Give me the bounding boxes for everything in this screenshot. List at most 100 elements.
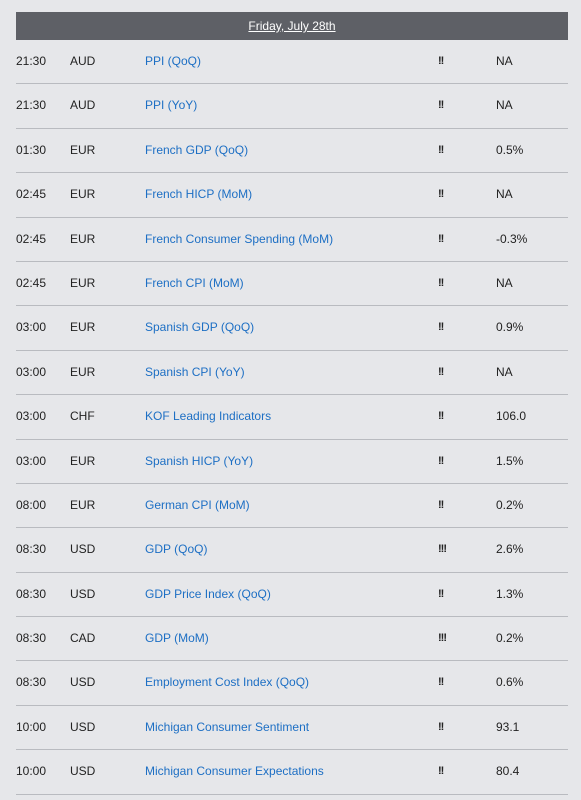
event-row: 02:45 EUR French HICP (MoM)!! NA: [16, 173, 568, 218]
event-time: 01:30: [16, 142, 47, 157]
event-row: 03:00 EUR Spanish HICP (YoY)!! 1.5%: [16, 440, 568, 484]
event-currency: EUR: [70, 453, 96, 468]
event-row: 08:30 CAD GDP (MoM)!!! 0.2%: [16, 617, 568, 662]
event-time: 08:00: [16, 497, 47, 512]
event-time: 08:30: [16, 586, 47, 601]
event-value: -0.3%: [496, 231, 528, 246]
event-row: 21:30 AUD PPI (QoQ)!! NA: [16, 40, 568, 85]
importance-marker: !!!: [438, 632, 447, 645]
event-value: 0.6%: [496, 675, 524, 690]
importance-marker: !!!: [438, 543, 447, 556]
event-time: 08:30: [16, 675, 47, 690]
event-name-link[interactable]: PPI (YoY): [145, 98, 198, 113]
event-name-link[interactable]: KOF Leading Indicators: [145, 409, 272, 424]
importance-marker: !!: [438, 321, 444, 334]
event-currency: AUD: [70, 54, 96, 68]
event-row: 03:00 EUR Spanish CPI (YoY)!! NA: [16, 351, 568, 396]
event-row: 08:30 USD Employment Cost Index (QoQ)!! 0.6…: [16, 661, 568, 706]
importance-marker: !!: [438, 188, 444, 201]
importance-marker: !!: [438, 498, 444, 511]
event-row: 08:30 USD GDP Price Index (QoQ)!! 1.3%: [16, 573, 568, 618]
event-name-link[interactable]: French GDP (QoQ): [145, 142, 249, 157]
event-value: 1.5%: [496, 453, 524, 468]
event-currency: EUR: [70, 497, 96, 512]
event-time: 03:00: [16, 409, 47, 424]
importance-marker: !!: [438, 143, 444, 156]
economic-calendar: Friday, July 28th 21:30 AUD PPI (QoQ)!! NA 2…: [16, 12, 568, 795]
event-time: 03:00: [16, 320, 47, 335]
event-currency: AUD: [70, 98, 96, 113]
event-name-link[interactable]: GDP (MoM): [145, 631, 209, 646]
event-name-link[interactable]: PPI (QoQ): [145, 54, 202, 68]
event-currency: CHF: [70, 409, 95, 424]
event-value: NA: [496, 187, 513, 202]
event-name-link[interactable]: French CPI (MoM): [145, 275, 244, 290]
event-currency: EUR: [70, 364, 96, 379]
event-currency: USD: [70, 719, 96, 734]
event-time: 02:45: [16, 187, 47, 202]
event-currency: EUR: [70, 142, 96, 157]
importance-marker: !!: [438, 676, 444, 689]
event-row: 02:45 EUR French CPI (MoM)!! NA: [16, 262, 568, 307]
event-time: 10:00: [16, 719, 47, 734]
importance-marker: !!: [438, 55, 444, 67]
event-name-link[interactable]: French Consumer Spending (MoM): [145, 231, 334, 246]
event-time: 02:45: [16, 231, 47, 246]
event-time: 08:30: [16, 631, 47, 646]
event-name-link[interactable]: GDP Price Index (QoQ): [145, 586, 271, 601]
event-row: 21:30 AUD PPI (YoY)!! NA: [16, 84, 568, 129]
event-name-link[interactable]: Michigan Consumer Sentiment: [145, 719, 310, 734]
event-row: 02:45 EUR French Consumer Spending (MoM)!!…: [16, 218, 568, 262]
event-name-link[interactable]: German CPI (MoM): [145, 497, 250, 512]
event-currency: CAD: [70, 631, 96, 646]
event-list: 21:30 AUD PPI (QoQ)!! NA 21:30 AUD PPI (YoY)!!…: [16, 40, 568, 795]
event-row: 10:00 USD Michigan Consumer Sentiment!! 93.…: [16, 706, 568, 751]
event-name-link[interactable]: Spanish HICP (YoY): [145, 453, 254, 468]
event-time: 02:45: [16, 275, 47, 290]
event-currency: USD: [70, 675, 96, 690]
event-value: NA: [496, 275, 513, 290]
event-name-link[interactable]: GDP (QoQ): [145, 542, 208, 557]
event-currency: EUR: [70, 231, 96, 246]
event-value: 106.0: [496, 409, 527, 424]
event-name-link[interactable]: Michigan Consumer Expectations: [145, 764, 324, 779]
event-currency: EUR: [70, 275, 96, 290]
event-currency: EUR: [70, 320, 96, 335]
event-time: 21:30: [16, 98, 47, 113]
event-name-link[interactable]: French HICP (MoM): [145, 187, 253, 202]
event-value: 0.9%: [496, 320, 524, 335]
importance-marker: !!: [438, 765, 444, 778]
importance-marker: !!: [438, 232, 444, 245]
event-value: 0.2%: [496, 631, 524, 646]
event-name-link[interactable]: Spanish GDP (QoQ): [145, 320, 255, 335]
event-row: 03:00 CHF KOF Leading Indicators!! 106.0: [16, 395, 568, 440]
event-value: 2.6%: [496, 542, 524, 557]
event-value: 0.5%: [496, 142, 524, 157]
event-time: 03:00: [16, 364, 47, 379]
event-row: 03:00 EUR Spanish GDP (QoQ)!! 0.9%: [16, 306, 568, 351]
event-value: NA: [496, 98, 513, 113]
event-value: 80.4: [496, 764, 520, 779]
event-currency: EUR: [70, 187, 96, 202]
importance-marker: !!: [438, 454, 444, 467]
event-time: 03:00: [16, 453, 47, 468]
event-row: 10:00 USD Michigan Consumer Expectations!!…: [16, 750, 568, 795]
importance-marker: !!: [438, 410, 444, 423]
event-name-link[interactable]: Spanish CPI (YoY): [145, 364, 245, 379]
event-value: NA: [496, 54, 513, 68]
event-value: 93.1: [496, 719, 520, 734]
event-time: 10:00: [16, 764, 47, 779]
importance-marker: !!: [438, 365, 444, 378]
event-time: 21:30: [16, 54, 47, 68]
event-currency: USD: [70, 542, 96, 557]
event-currency: USD: [70, 764, 96, 779]
importance-marker: !!: [438, 99, 444, 112]
event-name-link[interactable]: Employment Cost Index (QoQ): [145, 675, 310, 690]
event-row: 08:00 EUR German CPI (MoM)!! 0.2%: [16, 484, 568, 529]
event-row: 01:30 EUR French GDP (QoQ)!! 0.5%: [16, 129, 568, 174]
importance-marker: !!: [438, 720, 444, 733]
event-currency: USD: [70, 586, 96, 601]
calendar-date-header[interactable]: Friday, July 28th: [16, 12, 568, 40]
importance-marker: !!: [438, 276, 444, 289]
event-value: NA: [496, 364, 513, 379]
